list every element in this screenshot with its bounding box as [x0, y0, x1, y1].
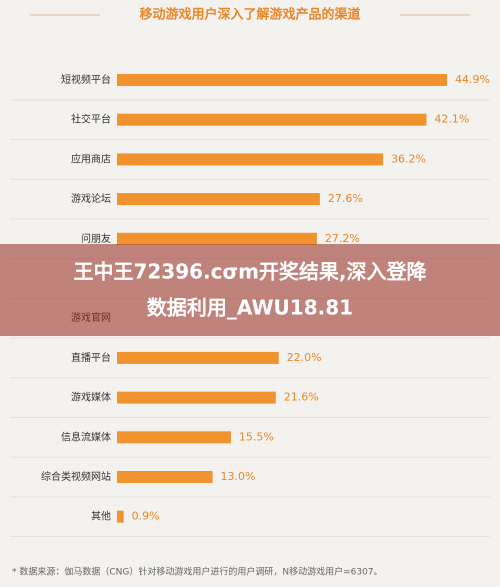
- bar: [117, 351, 279, 364]
- category-label: 综合类视频网站: [41, 470, 111, 483]
- footnote: * 数据来源：伽马数据（CNG）针对移动游戏用户进行的用户调研，N移动游戏用户=…: [12, 566, 383, 578]
- bar: [117, 391, 276, 404]
- value-label: 36.2%: [391, 152, 426, 165]
- bar: [117, 431, 231, 444]
- category-label: 直播平台: [71, 351, 111, 364]
- value-label: 22.0%: [287, 351, 322, 364]
- bar: [117, 471, 213, 483]
- bar: [117, 153, 384, 166]
- overlay-text: 数据利用_AWU18.81: [147, 296, 353, 320]
- category-label: 应用商店: [71, 152, 111, 165]
- value-label: 27.6%: [328, 192, 363, 205]
- overlay-text: 王中王72396.cσm开奖结果,深入登降: [73, 260, 427, 284]
- value-label: 21.6%: [284, 391, 319, 404]
- chart-title: 移动游戏用户深入了解游戏产品的渠道: [139, 7, 360, 23]
- bar: [117, 113, 427, 126]
- bar: [117, 74, 448, 86]
- value-label: 44.9%: [455, 73, 490, 86]
- value-label: 0.9%: [132, 510, 160, 523]
- value-label: 15.5%: [239, 430, 274, 443]
- overlay-banner: [0, 244, 500, 336]
- value-label: 42.1%: [434, 113, 469, 126]
- category-label: 问朋友: [81, 232, 111, 245]
- category-label: 社交平台: [71, 113, 111, 126]
- value-label: 13.0%: [221, 470, 256, 483]
- value-label: 27.2%: [325, 232, 360, 245]
- bar: [117, 510, 124, 523]
- bar: [117, 193, 320, 206]
- category-label: 短视频平台: [61, 73, 111, 86]
- bar: [117, 232, 317, 245]
- category-label: 游戏论坛: [71, 192, 111, 205]
- category-label: 其他: [91, 510, 111, 523]
- category-label: 游戏媒体: [71, 391, 111, 404]
- category-label: 信息流媒体: [61, 430, 111, 443]
